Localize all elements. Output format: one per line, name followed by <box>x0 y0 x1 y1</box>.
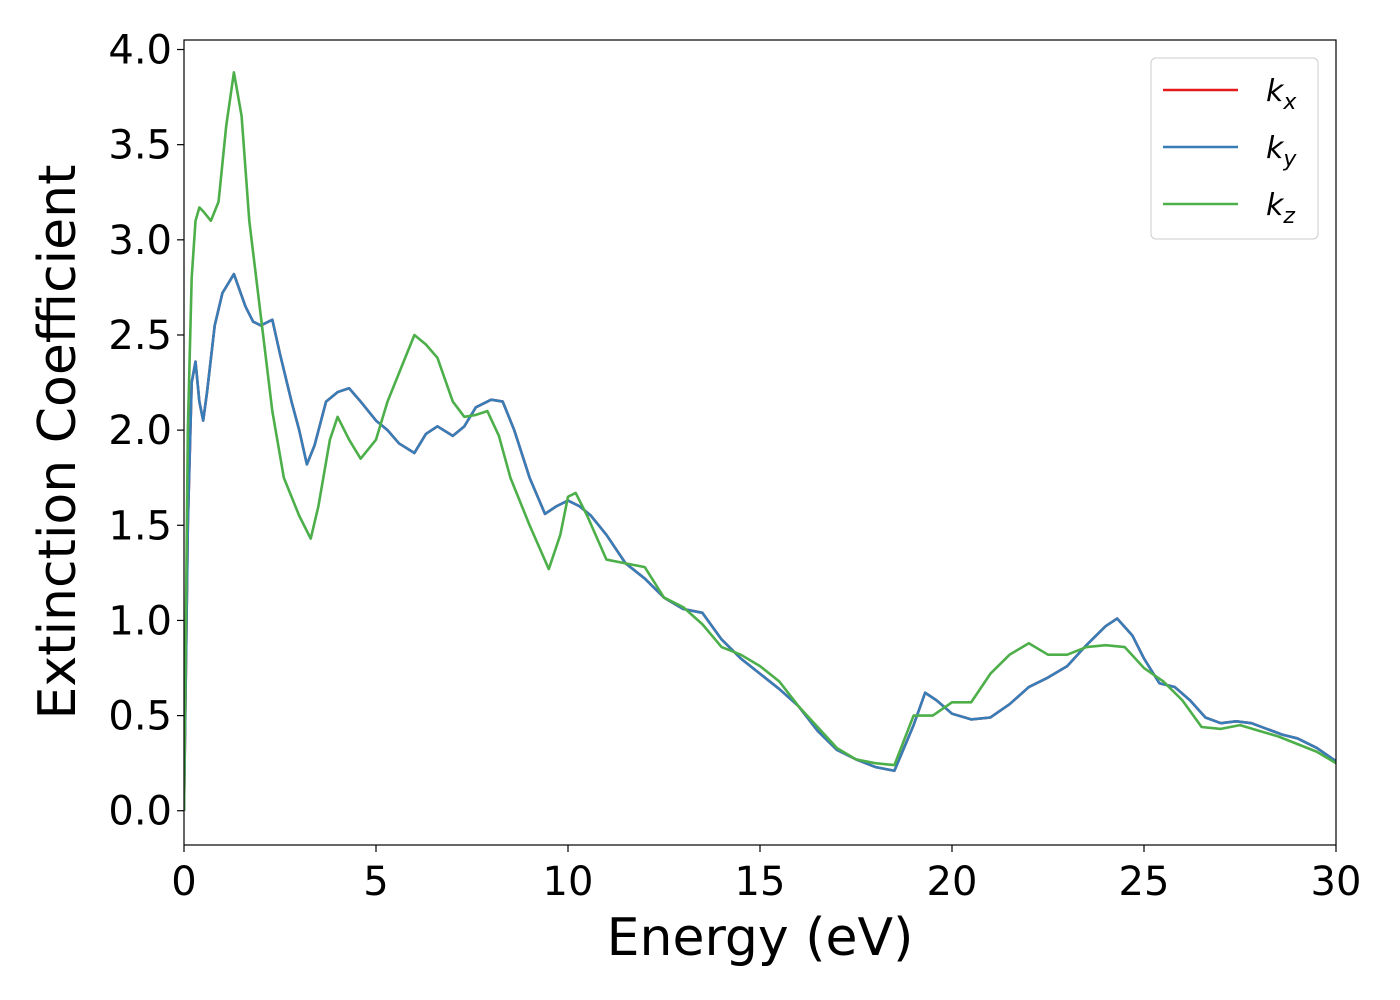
y-tick-label: 0.0 <box>108 789 172 835</box>
x-tick-label: 5 <box>363 859 388 905</box>
series-line-z <box>184 71 1336 811</box>
y-tick-label: 0.5 <box>108 694 172 740</box>
x-tick-label: 20 <box>927 859 978 905</box>
x-axis-label: Energy (eV) <box>607 908 914 968</box>
x-tick-label: 25 <box>1119 859 1170 905</box>
legend-label-x: kx <box>1266 74 1297 115</box>
series-line-y <box>184 272 1336 811</box>
x-axis: 0 5 10 15 20 25 30 <box>171 845 1361 905</box>
x-tick-label: 10 <box>543 859 594 905</box>
legend-label-y: ky <box>1266 131 1297 172</box>
y-tick-label: 2.0 <box>108 408 172 454</box>
series-line-x <box>184 272 1336 811</box>
y-axis: 0.0 0.5 1.0 1.5 2.0 2.5 3.0 3.5 4.0 <box>108 28 184 835</box>
legend: kx ky kz <box>1150 57 1319 240</box>
y-tick-label: 1.5 <box>108 503 172 549</box>
y-tick-label: 2.5 <box>108 313 172 359</box>
x-tick-label: 0 <box>171 859 196 905</box>
y-axis-label: Extinction Coefficient <box>28 165 88 720</box>
series-lines <box>184 71 1336 811</box>
y-tick-label: 4.0 <box>108 28 172 74</box>
y-tick-label: 1.0 <box>108 598 172 644</box>
y-tick-label: 3.0 <box>108 218 172 264</box>
y-tick-label: 3.5 <box>108 123 172 169</box>
legend-label-z: kz <box>1266 188 1295 229</box>
x-tick-label: 30 <box>1311 859 1362 905</box>
x-tick-label: 15 <box>735 859 786 905</box>
legend-frame <box>1150 57 1319 240</box>
